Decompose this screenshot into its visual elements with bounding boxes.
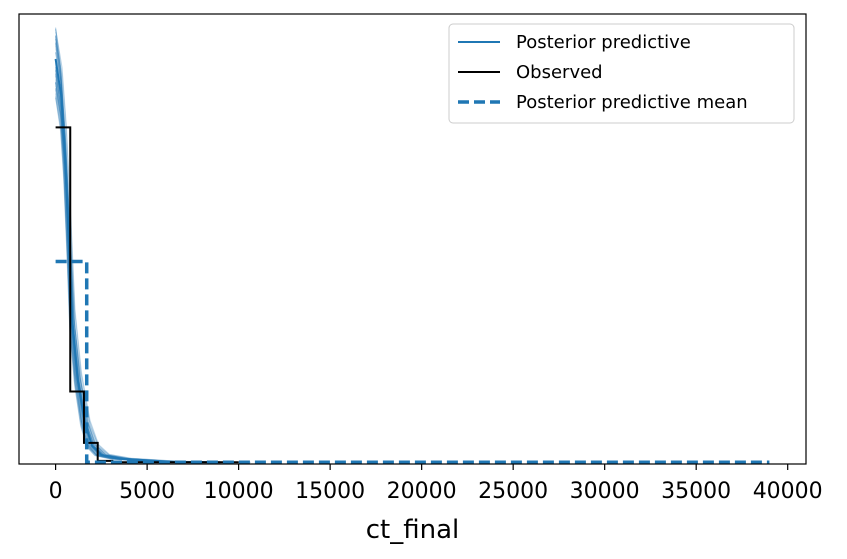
plot-frame bbox=[18, 13, 807, 465]
observed-line bbox=[55, 126, 239, 464]
posterior-predictive-draw bbox=[55, 73, 197, 463]
x-tick-label: 25000 bbox=[478, 479, 548, 504]
legend-label: Observed bbox=[516, 62, 603, 83]
x-tick-label: 0 bbox=[49, 479, 63, 504]
posterior-predictive-line bbox=[54, 58, 221, 464]
x-tick-label: 40000 bbox=[753, 479, 823, 504]
posterior-predictive-draw bbox=[55, 88, 198, 463]
legend-box bbox=[448, 23, 795, 124]
legend-label: Posterior predictive bbox=[516, 32, 691, 53]
posterior-predictive-mean-line bbox=[55, 259, 770, 464]
legend-label: Posterior predictive mean bbox=[516, 92, 748, 113]
x-tick-label: 35000 bbox=[661, 479, 731, 504]
legend: Posterior predictive Observed Posterior pr… bbox=[448, 23, 795, 124]
x-tick-label: 20000 bbox=[387, 479, 457, 504]
posterior-predictive-draw bbox=[55, 97, 201, 463]
x-tick-label: 30000 bbox=[570, 479, 640, 504]
posterior-predictive-draw bbox=[55, 69, 199, 463]
x-axis-label: ct_final bbox=[366, 515, 460, 545]
x-tick-label: 5000 bbox=[119, 479, 175, 504]
x-axis-ticks: 0 5000 10000 15000 20000 25000 30000 35000 40000 bbox=[49, 464, 823, 504]
x-tick-label: 10000 bbox=[204, 479, 274, 504]
series-lines bbox=[54, 58, 770, 464]
x-tick-label: 15000 bbox=[295, 479, 365, 504]
